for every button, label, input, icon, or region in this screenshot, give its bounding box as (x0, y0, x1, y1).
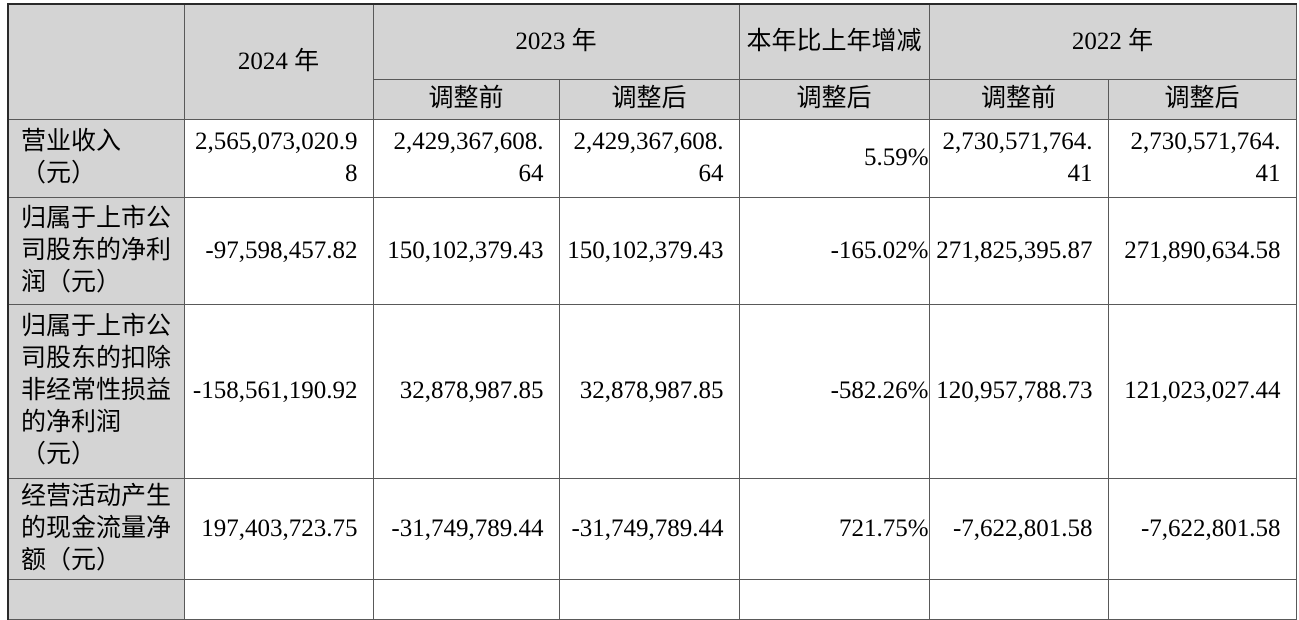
value-cell-2023-after: 2,429,367,608.64 (558, 118, 740, 198)
value-cell-2023-before (372, 578, 560, 620)
value-2022-after: 121,023,027.44 (1124, 377, 1281, 404)
table-row-operating-cash-flow: 经营活动产生的现金流量净额（元） 197,403,723.75 -31,749,… (7, 477, 1297, 580)
value-2022-before: -7,622,801.58 (952, 514, 1093, 542)
value-cell-2023-after: -31,749,789.44 (558, 477, 740, 580)
header-col-change: 本年比上年增减 (738, 3, 930, 80)
value-change: 5.59% (863, 144, 929, 171)
value-2022-after: 2,730,571,764.41 (1130, 128, 1281, 187)
row-label-cell: 经营活动产生的现金流量净额（元） (7, 477, 185, 580)
header-row-years: 2024 年 2023 年 本年比上年增减 2022 年 (7, 3, 1297, 120)
value-cell-change: 5.59% (738, 118, 930, 198)
value-cell-2023-before: -31,749,789.44 (372, 477, 560, 580)
row-label: 经营活动产生的现金流量净额（元） (21, 482, 172, 574)
row-label-cell: 营业收入（元） (7, 118, 185, 198)
value-2024: -97,598,457.82 (205, 236, 358, 264)
row-label: 归属于上市公司股东的净利润（元） (21, 204, 172, 296)
table-row-partial (7, 578, 1297, 620)
value-cell-change (738, 578, 930, 620)
value-cell-2022-after: -7,622,801.58 (1107, 477, 1297, 580)
header-sub-change-after: 调整后 (738, 78, 930, 120)
value-2023-after: 2,429,367,608.64 (573, 128, 724, 187)
header-row-subcolumns: 调整前 调整后 调整后 调整前 调整后 (8, 78, 1297, 120)
value-cell-2024: 197,403,723.75 (183, 477, 374, 580)
header-sub-2023-before: 调整前 (372, 78, 560, 120)
value-change: 721.75% (838, 514, 929, 542)
value-change: -582.26% (830, 377, 929, 404)
value-2024: 197,403,723.75 (201, 514, 358, 542)
value-2022-before: 2,730,571,764.41 (942, 128, 1093, 187)
value-cell-2023-after: 32,878,987.85 (558, 303, 740, 479)
value-cell-change: -165.02% (738, 196, 930, 305)
value-cell-2022-after (1107, 578, 1297, 620)
header-col-2024: 2024 年 (183, 3, 374, 120)
value-cell-change: 721.75% (738, 477, 930, 580)
value-2022-before: 271,825,395.87 (936, 236, 1093, 264)
value-cell-2023-after (558, 578, 740, 620)
header-sub-2022-before: 调整前 (928, 78, 1109, 120)
value-2023-before: 2,429,367,608.64 (393, 128, 544, 187)
row-label-cell: 归属于上市公司股东的净利润（元） (7, 196, 185, 305)
value-2024: -158,561,190.92 (192, 377, 358, 404)
value-2023-after: 32,878,987.85 (579, 377, 724, 404)
row-label: 营业收入（元） (21, 128, 122, 187)
value-2023-after: -31,749,789.44 (571, 514, 724, 542)
value-cell-2022-before (928, 578, 1109, 620)
value-cell-2023-before: 2,429,367,608.64 (372, 118, 560, 198)
row-label-cell (7, 578, 185, 620)
row-label: 归属于上市公司股东的扣除非经常性损益的净利润（元） (21, 313, 172, 468)
value-cell-2022-before: 2,730,571,764.41 (928, 118, 1109, 198)
header-sub-2023-after: 调整后 (558, 78, 740, 120)
value-cell-2024: -97,598,457.82 (183, 196, 374, 305)
table-row-revenue: 营业收入（元） 2,565,073,020.98 2,429,367,608.6… (7, 118, 1297, 198)
value-2023-before: 32,878,987.85 (399, 377, 544, 404)
value-cell-2024: -158,561,190.92 (183, 303, 374, 479)
value-2023-before: -31,749,789.44 (391, 514, 544, 542)
value-2022-before: 120,957,788.73 (936, 377, 1093, 404)
value-cell-2022-before: 120,957,788.73 (928, 303, 1109, 479)
header-sub-2022-after: 调整后 (1107, 78, 1297, 120)
value-cell-2023-after: 150,102,379.43 (558, 196, 740, 305)
value-cell-2022-after: 271,890,634.58 (1107, 196, 1297, 305)
value-cell-2024: 2,565,073,020.98 (183, 118, 374, 198)
value-cell-2022-after: 2,730,571,764.41 (1107, 118, 1297, 198)
financial-summary-table: 2024 年 2023 年 本年比上年增减 2022 年 调整前 调整后 调整后… (7, 3, 1297, 620)
value-2023-before: 150,102,379.43 (387, 236, 544, 264)
header-col-2022: 2022 年 (928, 3, 1297, 80)
value-cell-2022-after: 121,023,027.44 (1107, 303, 1297, 479)
value-2024: 2,565,073,020.98 (195, 128, 358, 187)
row-label-cell: 归属于上市公司股东的扣除非经常性损益的净利润（元） (7, 303, 185, 479)
value-cell-change: -582.26% (738, 303, 930, 479)
header-col-2023: 2023 年 (372, 3, 740, 80)
table-header: 2024 年 2023 年 本年比上年增减 2022 年 调整前 调整后 调整后… (7, 3, 1297, 120)
value-change: -165.02% (830, 236, 929, 264)
value-2022-after: -7,622,801.58 (1140, 514, 1281, 542)
table-row-net-profit: 归属于上市公司股东的净利润（元） -97,598,457.82 150,102,… (7, 196, 1297, 305)
header-corner-cell (7, 3, 185, 120)
value-cell-2024 (183, 578, 374, 620)
table-row-net-profit-excl-nonrecurring: 归属于上市公司股东的扣除非经常性损益的净利润（元） -158,561,190.9… (7, 303, 1297, 479)
value-2023-after: 150,102,379.43 (567, 236, 724, 264)
value-cell-2022-before: 271,825,395.87 (928, 196, 1109, 305)
value-2022-after: 271,890,634.58 (1124, 236, 1281, 264)
value-cell-2022-before: -7,622,801.58 (928, 477, 1109, 580)
value-cell-2023-before: 32,878,987.85 (372, 303, 560, 479)
value-cell-2023-before: 150,102,379.43 (372, 196, 560, 305)
